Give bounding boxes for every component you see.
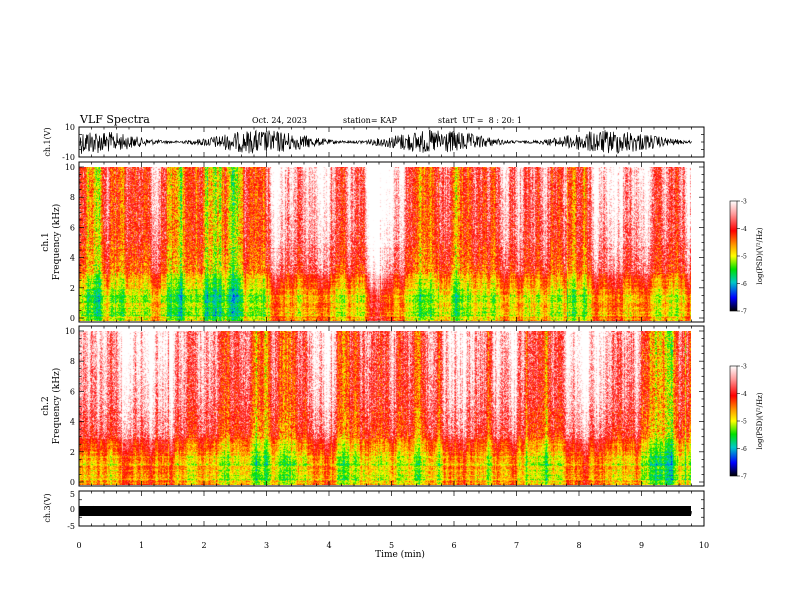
x-tick-label: 4 (326, 541, 331, 550)
ch3-ytick-top: 5 (70, 490, 75, 499)
colorbar-tick-label: -6 (741, 446, 747, 453)
ch3-ytick-bottom: -5 (67, 522, 75, 531)
colorbar-tick-label: -5 (741, 419, 747, 426)
time-axis-ticklabels: 0 1 2 3 4 5 6 7 8 9 10 (76, 541, 709, 550)
colorbar-tick-label: -4 (741, 226, 747, 233)
ch3-waveform-line (79, 505, 692, 517)
header-start-ut: start UT = 8 : 20: 1 (438, 116, 522, 125)
header-station: station= KAP (343, 116, 398, 125)
x-tick-label: 10 (699, 541, 709, 550)
ch3-waveform-panel: 5 0 -5 ch.3(V) 0 1 2 3 4 5 6 7 8 9 10 Time (min) (43, 490, 709, 560)
y-tick-label: 4 (70, 418, 75, 427)
y-tick-label: 8 (70, 193, 75, 202)
x-tick-label: 8 (576, 541, 581, 550)
ch1-colorbar-label: log(PSD)(V²/Hz) (756, 227, 764, 284)
y-tick-label: 2 (70, 284, 75, 293)
y-tick-label: 2 (70, 448, 75, 457)
ch1-ylabel-line1: ch.1 (41, 232, 51, 251)
ch1-spectrogram-yticklabels: 0 2 4 6 8 10 (65, 163, 75, 323)
y-tick-label: 0 (70, 314, 75, 323)
ch2-spectrogram-ylabel-channel: ch.2 (41, 396, 51, 415)
ch1-spectrogram-panel: 0 2 4 6 8 10 ch.1 Frequency (kHz) (41, 161, 705, 323)
y-tick-label: 0 (70, 478, 75, 487)
ch1-spectrogram-ylabel-channel: ch.1 (41, 232, 51, 251)
ch1-colorbar-gradient (729, 200, 738, 312)
ch1-ytick-top: 10 (65, 123, 75, 132)
ch1-waveform-ticks (78, 126, 705, 158)
y-tick-label: 8 (70, 357, 75, 366)
ch2-spectrogram-image (79, 331, 691, 485)
x-tick-label: 0 (76, 541, 81, 550)
ch2-colorbar-ticks: -3 -4 -5 -6 -7 (737, 364, 747, 481)
x-tick-label: 9 (639, 541, 644, 550)
colorbar-tick-label: -7 (741, 309, 747, 316)
colorbar-tick-label: -3 (741, 364, 747, 371)
x-tick-label: 1 (139, 541, 144, 550)
figure-title: VLF Spectra (79, 113, 150, 126)
ch1-colorbar-ticks: -3 -4 -5 -6 -7 (737, 199, 747, 316)
ch2-spectrogram-ticks (78, 326, 705, 486)
ch3-waveform-ticks (78, 490, 705, 527)
ch3-ytick-mid: 0 (70, 505, 75, 514)
x-tick-label: 2 (201, 541, 206, 550)
colorbar-tick-label: -5 (741, 254, 747, 261)
ch1-colorbar: -3 -4 -5 -6 -7 log(PSD)(V²/Hz) (729, 199, 764, 316)
header-date: Oct. 24, 2023 (252, 116, 307, 125)
ch1-waveform-panel: 10 -10 ch.1(V) (43, 123, 705, 162)
x-tick-label: 3 (264, 541, 269, 550)
ch2-colorbar-label: log(PSD)(V²/Hz) (756, 392, 764, 449)
ch2-colorbar-gradient (729, 365, 738, 477)
ch1-spectrogram-image (79, 167, 691, 321)
ch1-ytick-bottom: -10 (62, 153, 75, 162)
time-axis-label: Time (min) (375, 549, 425, 560)
ch1-colorbar-label-text: log(PSD)(V²/Hz) (756, 227, 764, 284)
ch1-spectrogram-ylabel-freq: Frequency (kHz) (51, 204, 62, 281)
ch2-ylabel-line1: ch.2 (41, 396, 51, 415)
y-tick-label: 6 (70, 223, 75, 232)
x-tick-label: 6 (451, 541, 456, 550)
ch2-spectrogram-yticklabels: 0 2 4 6 8 10 (65, 327, 75, 487)
y-tick-label: 10 (65, 163, 75, 172)
colorbar-tick-label: -7 (741, 474, 747, 481)
x-tick-label: 5 (389, 541, 394, 550)
colorbar-tick-label: -3 (741, 199, 747, 206)
ch1-spectrogram-ticks (78, 162, 705, 322)
ch3-waveform-band (79, 506, 691, 516)
ch1-waveform-ylabel: ch.1(V) (43, 127, 52, 156)
ch3-waveform-ylabel: ch.3(V) (43, 493, 52, 522)
ch1-waveform-line (79, 129, 692, 155)
y-tick-label: 10 (65, 327, 75, 336)
colorbar-tick-label: -4 (741, 391, 747, 398)
ch2-spectrogram-ylabel-freq: Frequency (kHz) (51, 368, 62, 445)
ch2-colorbar-label-text: log(PSD)(V²/Hz) (756, 392, 764, 449)
x-tick-label: 7 (514, 541, 519, 550)
colorbar-tick-label: -6 (741, 281, 747, 288)
y-tick-label: 6 (70, 387, 75, 396)
ch2-colorbar: -3 -4 -5 -6 -7 log(PSD)(V²/Hz) (729, 364, 764, 481)
y-tick-label: 4 (70, 254, 75, 263)
ch2-spectrogram-panel: 0 2 4 6 8 10 ch.2 Frequency (kHz) (41, 325, 705, 487)
ch2-ylabel-line2: Frequency (kHz) (51, 368, 62, 445)
ch1-ylabel-line2: Frequency (kHz) (51, 204, 62, 281)
